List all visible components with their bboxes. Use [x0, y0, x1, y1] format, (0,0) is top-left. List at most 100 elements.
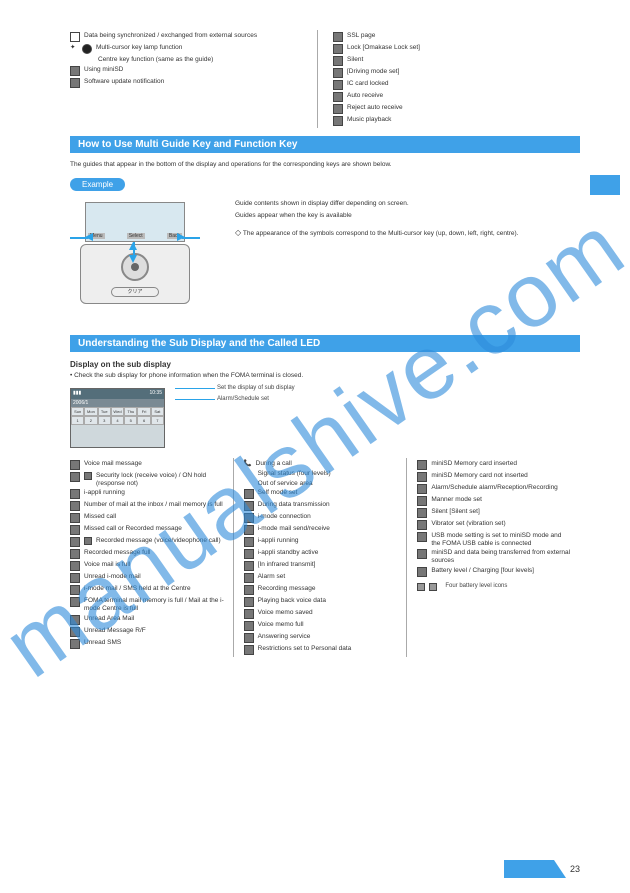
arrow-icon — [177, 233, 185, 241]
icon-label: Alarm/Schedule alarm/Reception/Recording — [431, 484, 572, 492]
icons-col-1: Voice mail message Security lock (receiv… — [70, 458, 234, 658]
arrow-icon — [129, 255, 137, 263]
icon-label: Restrictions set to Personal data — [258, 645, 399, 653]
icon-label: Data being synchronized / exchanged from… — [84, 32, 307, 40]
call-icon: 📞 — [244, 460, 252, 468]
auto-mail-icon — [333, 92, 343, 102]
guide-label: Select — [127, 233, 145, 239]
icon-label: i-appli standby active — [258, 549, 399, 557]
guide-note-symbol: ◇ The appearance of the symbols correspo… — [235, 228, 580, 238]
guide-key-section: Menu Select Back クリア — [70, 197, 580, 327]
icon-row: Data being synchronized / exchanged from… — [70, 32, 307, 42]
top-left-col: Data being synchronized / exchanged from… — [70, 30, 318, 128]
icon-label: Recorded message full — [84, 549, 225, 557]
icon-label: During data transmission — [258, 501, 399, 509]
top-right-col: SSL page Lock [Omakase Lock set] Silent … — [333, 30, 580, 128]
sub-display-status: ▮▮▮ 10:35 — [71, 389, 164, 399]
iappli-run-icon — [244, 537, 254, 547]
rec-msg-icon — [70, 537, 80, 547]
example-pill: Example — [70, 178, 125, 191]
icon-label: Voice memo saved — [258, 609, 399, 617]
cursor-icon: ✦ — [70, 44, 78, 52]
icon-label: Playing back voice data — [258, 597, 399, 605]
rec-icon — [244, 585, 254, 595]
bell-slash-icon — [333, 56, 343, 66]
arrow-icon — [85, 233, 93, 241]
icon-label: Missed call or Recorded message — [84, 525, 225, 533]
mail-count-icon — [70, 501, 80, 511]
vibrator-icon — [417, 520, 427, 530]
usb-icon — [417, 532, 427, 542]
day-num: 3 — [98, 416, 111, 425]
icon-label: i-mode mail send/receive — [258, 525, 399, 533]
lock-mail-icon — [333, 32, 343, 42]
callout-line — [175, 399, 215, 400]
icon-label: Reject auto receive — [347, 104, 570, 112]
iappli-icon — [70, 489, 80, 499]
no-mail-icon — [333, 104, 343, 114]
rec-full-icon — [70, 549, 80, 559]
icon-label: Self mode set — [258, 489, 399, 497]
recycle-icon — [70, 32, 80, 42]
screen-buttons: Menu Select Back — [88, 233, 182, 239]
page-content: Data being synchronized / exchanged from… — [0, 0, 630, 677]
icon-label: miniSD and data being transferred from e… — [431, 549, 572, 565]
icon-label: Battery level / Charging [four levels] — [431, 567, 572, 575]
alarm-callout: Alarm/Schedule set — [217, 396, 269, 402]
phone-screen-area: Menu Select Back — [85, 202, 185, 242]
footer-triangle-icon — [554, 860, 566, 878]
imode-mail-icon — [244, 525, 254, 535]
sub-display-date: 2006/1 — [71, 399, 164, 407]
icon-label: Answering service — [258, 633, 399, 641]
silent-icon — [417, 508, 427, 518]
vm-full-icon — [70, 561, 80, 571]
sub-display-mock: ▮▮▮ 10:35 2006/1 Sun Mon Tue Wed Thu Fri… — [70, 388, 165, 448]
icon-label: Unread SMS — [84, 639, 225, 647]
lock-icon — [333, 44, 343, 54]
icon-label: miniSD Memory card inserted — [431, 460, 572, 468]
battery-desc: Four battery level icons — [445, 583, 507, 590]
rec-alt-icon — [84, 537, 92, 545]
icon-row: Centre key function (same as the guide) — [70, 56, 307, 64]
icon-label: Alarm set — [258, 573, 399, 581]
icon-label: Multi-cursor key lamp function — [96, 44, 307, 52]
icon-label: USB mode setting is set to miniSD mode a… — [431, 532, 572, 548]
memo-icon — [244, 609, 254, 619]
icon-label: Out of service area — [258, 480, 399, 488]
icon-label: Auto receive — [347, 92, 570, 100]
manner-icon — [417, 496, 427, 506]
section-bar-guide: How to Use Multi Guide Key and Function … — [70, 136, 580, 153]
ir-icon — [244, 561, 254, 571]
play-icon — [244, 597, 254, 607]
icons-col-3: miniSD Memory card inserted miniSD Memor… — [417, 458, 580, 658]
icon-label: miniSD Memory card not inserted — [431, 472, 572, 480]
update-icon — [70, 78, 80, 88]
callout-line — [175, 388, 215, 389]
guide-note: The guides that appear in the bottom of … — [70, 161, 580, 169]
icon-label: Recorded message (voice/videophone call) — [96, 537, 225, 545]
icon-label: Using miniSD — [84, 66, 307, 74]
page-footer: 23 — [504, 860, 580, 878]
icon-label: i-mode connection — [258, 513, 399, 521]
self-mode-icon — [244, 489, 254, 499]
batt-1-icon — [417, 583, 425, 591]
data-icon — [244, 501, 254, 511]
alarm-sched-icon — [417, 484, 427, 494]
memo-full-icon — [244, 621, 254, 631]
lock-icon — [70, 472, 80, 482]
icon-label: i-appli running — [258, 537, 399, 545]
icon-label: Security lock (receive voice) / ON hold … — [96, 472, 225, 488]
icons-col-2: 📞During a call Signal status (four level… — [244, 458, 408, 658]
icon-label: [In infrared transmit] — [258, 561, 399, 569]
sub-display-heading: Display on the sub display — [70, 360, 580, 369]
icon-label: Unread i-mode mail — [84, 573, 225, 581]
icon-label: Lock [Omakase Lock set] — [347, 44, 570, 52]
missed-call-icon — [70, 513, 80, 523]
icon-row: Software update notification — [70, 78, 307, 88]
icon-label: Missed call — [84, 513, 225, 521]
battery-icon — [417, 567, 427, 577]
day-label: Sun — [71, 407, 84, 416]
clock-time: 10:35 — [149, 390, 162, 398]
phone-keypad: クリア — [80, 244, 190, 304]
display-note: • Check the sub display for phone inform… — [70, 372, 580, 380]
